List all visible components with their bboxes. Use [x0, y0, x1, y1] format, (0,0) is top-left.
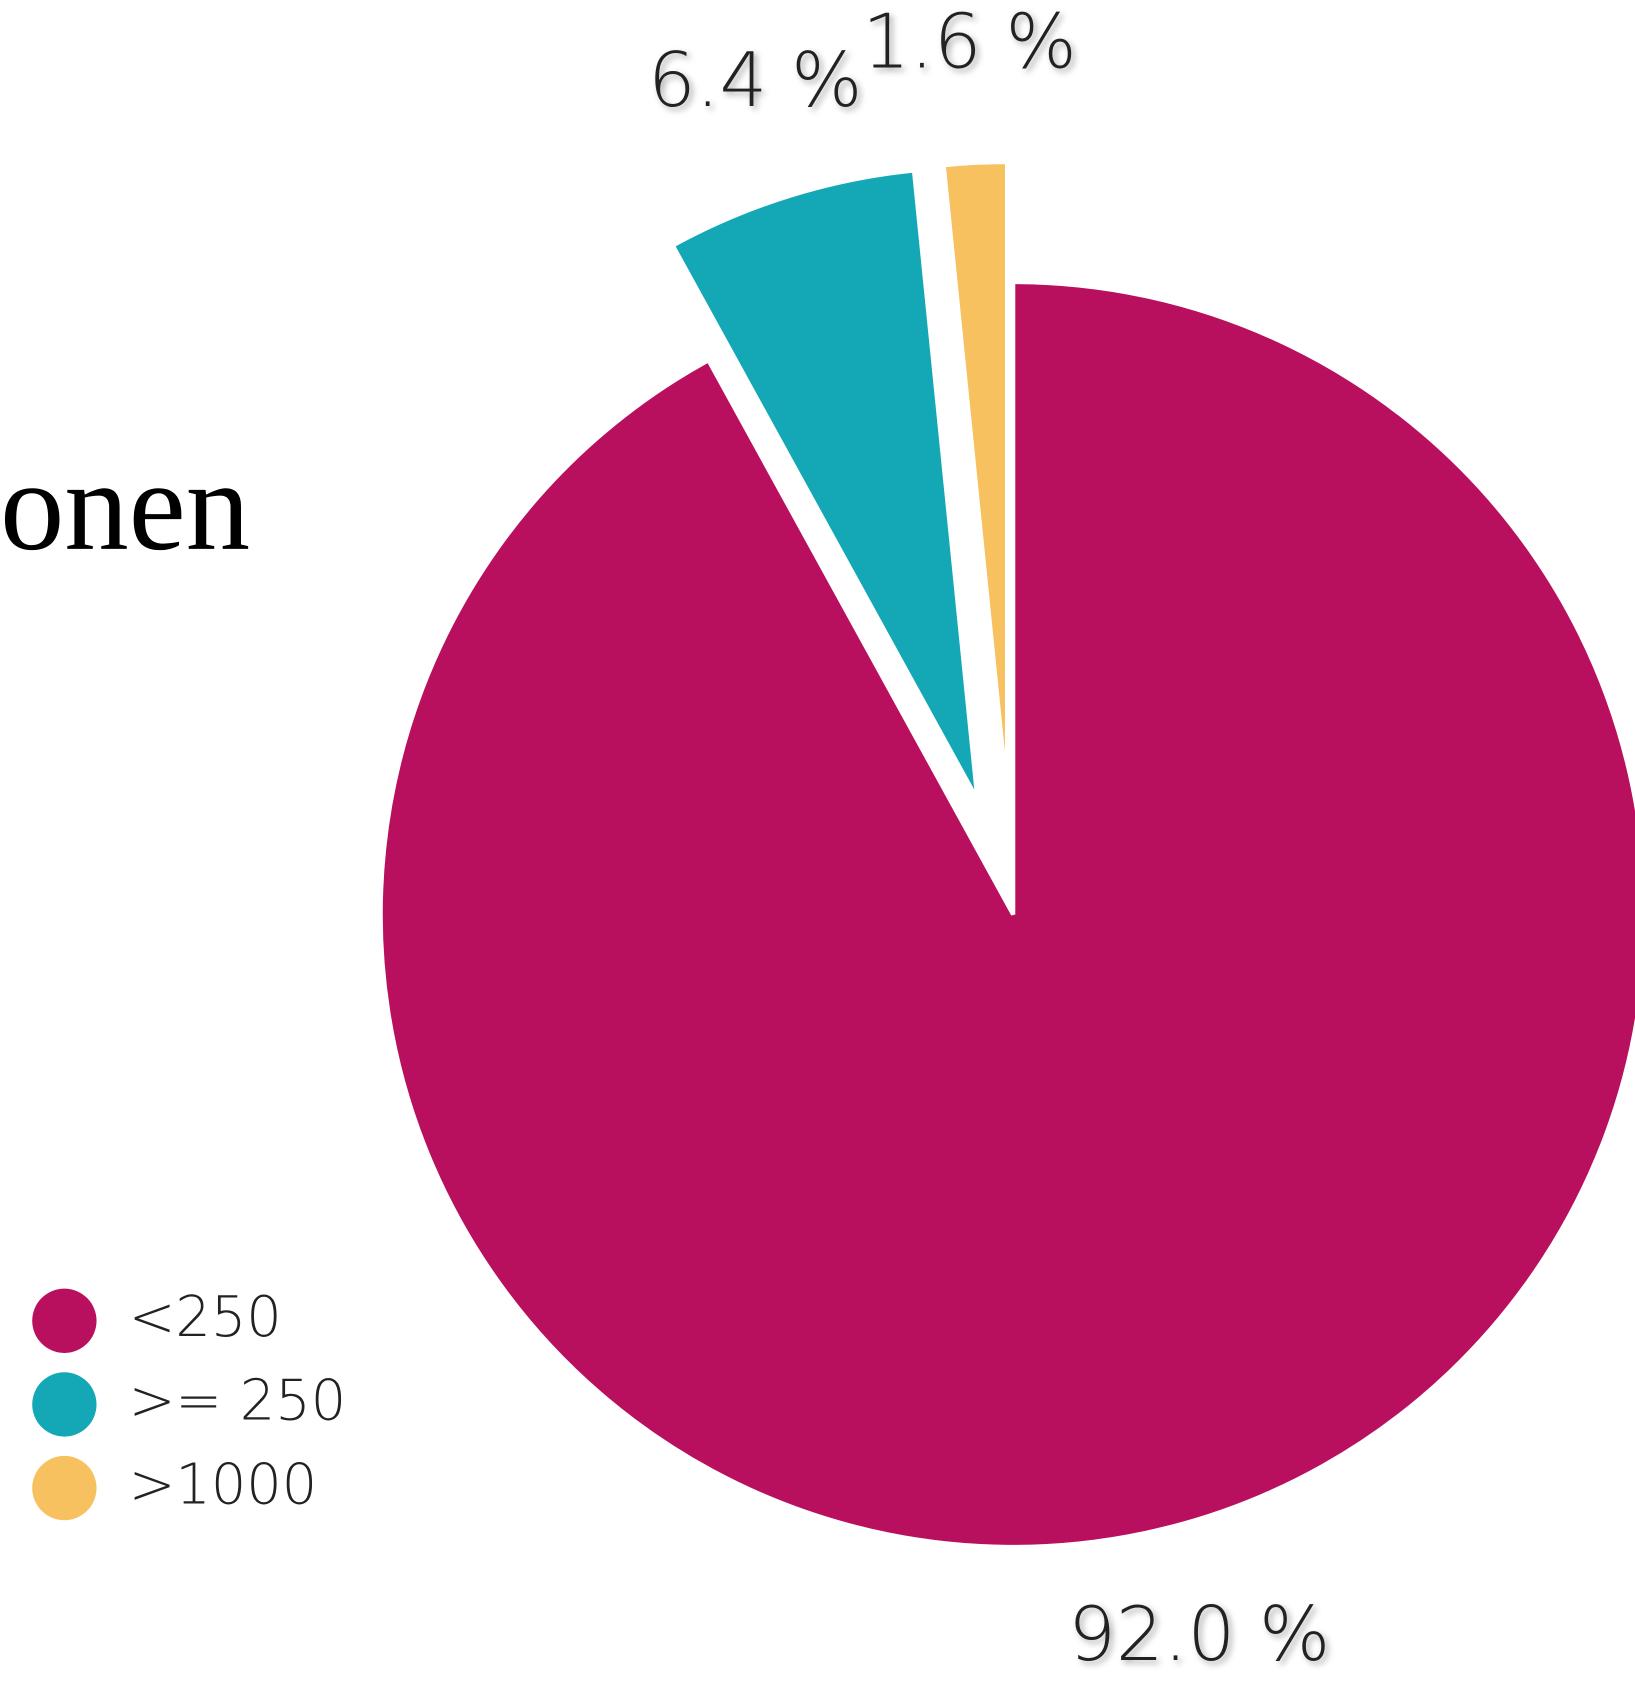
chart-title: onen	[0, 434, 250, 577]
data-label: 92.0 %	[1068, 1590, 1330, 1678]
legend-swatch	[32, 1372, 97, 1437]
pie-slice	[378, 279, 1635, 1550]
data-label: 6.4 %	[648, 36, 862, 124]
data-label: 1.6 %	[862, 0, 1076, 86]
legend-label: <250	[129, 1285, 282, 1350]
legend-label: >1000	[129, 1452, 318, 1517]
legend-label: >= 250	[129, 1369, 347, 1434]
legend-swatch	[32, 1288, 97, 1353]
legend-swatch	[32, 1455, 97, 1521]
pie-slice	[669, 168, 980, 801]
pie-slice	[941, 159, 1010, 795]
